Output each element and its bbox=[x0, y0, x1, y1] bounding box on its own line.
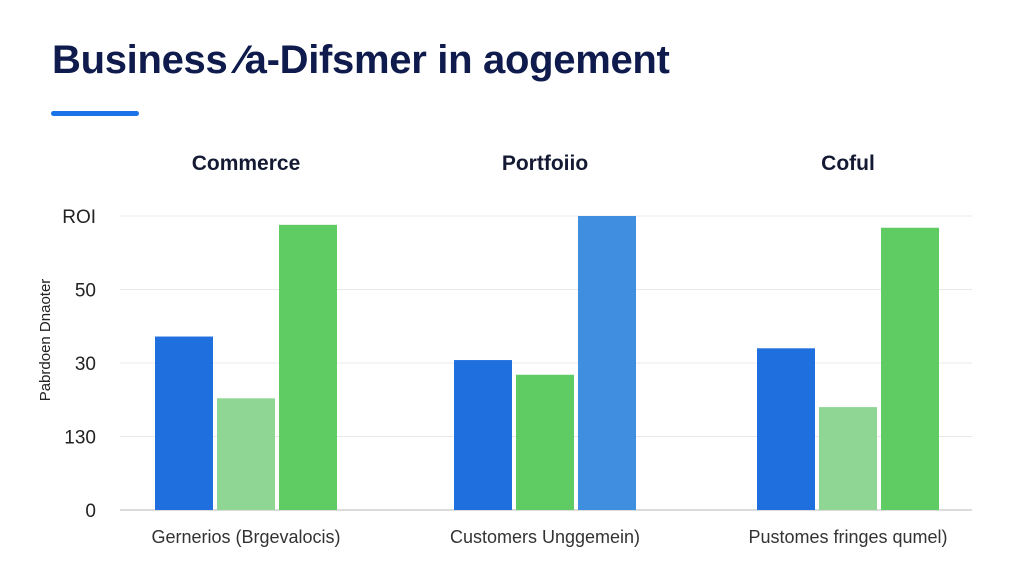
group-title: Portfoiio bbox=[502, 152, 588, 175]
bar bbox=[881, 227, 939, 510]
group-title: Coful bbox=[821, 152, 875, 175]
title-accent-bar bbox=[51, 111, 139, 116]
group-labels: Gernerios (Brgevalocis) Customers Unggeme… bbox=[151, 527, 947, 547]
bar bbox=[578, 216, 636, 510]
group-label: Customers Unggemein) bbox=[450, 527, 640, 547]
bars bbox=[155, 216, 939, 510]
y-axis-label: Pabrdoen Dnaoter bbox=[37, 279, 54, 402]
group-titles: Commerce Portfoiio Coful bbox=[192, 152, 875, 175]
y-tick-label: 50 bbox=[75, 281, 96, 302]
y-tick-label: ROI bbox=[62, 207, 96, 228]
group-label: Gernerios (Brgevalocis) bbox=[151, 527, 340, 547]
group-label: Pustomes fringes qumel) bbox=[748, 527, 947, 547]
y-axis-tick-labels: 0 130 30 50 ROI bbox=[62, 207, 96, 522]
bar bbox=[454, 360, 512, 510]
bar bbox=[516, 374, 574, 510]
page-title: Business ⁄a-Difsmer in aogement bbox=[52, 38, 670, 82]
bar bbox=[757, 348, 815, 510]
y-tick-label: 30 bbox=[75, 354, 96, 375]
y-tick-label: 0 bbox=[85, 501, 96, 522]
bar bbox=[279, 224, 337, 510]
bar bbox=[155, 336, 213, 510]
y-tick-label: 130 bbox=[64, 428, 96, 449]
group-title: Commerce bbox=[192, 152, 301, 175]
bar bbox=[217, 398, 275, 510]
bar bbox=[819, 407, 877, 510]
